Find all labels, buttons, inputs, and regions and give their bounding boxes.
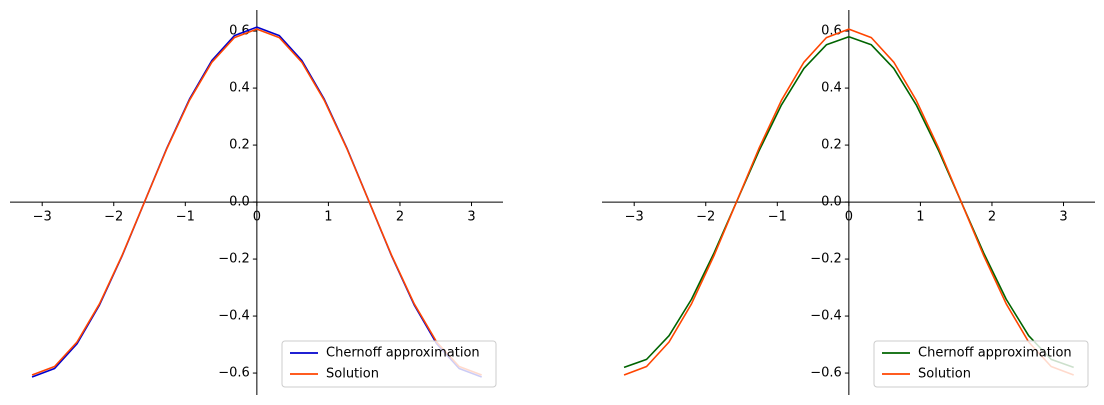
x-tick-label: −2 — [696, 210, 715, 225]
y-tick-label: 0.0 — [821, 195, 842, 210]
x-tick-label: 0 — [253, 210, 261, 225]
x-tick-label: −3 — [625, 210, 644, 225]
x-tick-label: −1 — [768, 210, 787, 225]
legend: Chernoff approximation Solution — [873, 340, 1089, 388]
x-tick-label: 1 — [916, 210, 924, 225]
y-tick-label: 0.6 — [821, 24, 842, 39]
x-tick-label: 2 — [988, 210, 996, 225]
legend-label: Chernoff approximation — [918, 346, 1072, 361]
legend-label: Solution — [918, 367, 971, 382]
y-tick-label: −0.2 — [810, 252, 842, 267]
y-tick-label: 0.4 — [229, 81, 250, 96]
series-line — [31, 28, 482, 376]
y-tick-label: −0.4 — [810, 309, 842, 324]
x-tick-label: 3 — [1059, 210, 1067, 225]
legend: Chernoff approximation Solution — [281, 340, 497, 388]
x-tick-label: 0 — [845, 210, 853, 225]
y-tick-label: 0.2 — [229, 138, 250, 153]
y-tick-label: −0.4 — [218, 309, 250, 324]
y-tick-label: −0.6 — [218, 366, 250, 381]
x-tick-label: −1 — [176, 210, 195, 225]
series-line — [623, 28, 1074, 376]
x-tick-label: −3 — [33, 210, 52, 225]
x-tick-label: 2 — [396, 210, 404, 225]
legend-label: Chernoff approximation — [326, 346, 480, 361]
y-tick-label: 0.0 — [229, 195, 250, 210]
x-tick-label: −2 — [104, 210, 123, 225]
series-line — [623, 35, 1074, 369]
legend-box — [281, 340, 497, 388]
y-tick-label: 0.4 — [821, 81, 842, 96]
x-tick-label: 1 — [324, 210, 332, 225]
y-tick-label: −0.6 — [810, 366, 842, 381]
subplot: −3 −2 −1 0 1 2 3 −0.6 −0.4 −0.2 0.0 0.2 0.4 0.6 Cherno… — [602, 10, 1095, 395]
legend-label: Solution — [326, 367, 379, 382]
subplot: −3 −2 −1 0 1 2 3−0.6−0.4−0.20.00.20.40.6Cherno… — [10, 10, 503, 395]
y-tick-label: −0.2 — [218, 252, 250, 267]
x-tick-label: 3 — [467, 210, 475, 225]
y-tick-label: 0.2 — [821, 138, 842, 153]
legend-box — [873, 340, 1089, 388]
